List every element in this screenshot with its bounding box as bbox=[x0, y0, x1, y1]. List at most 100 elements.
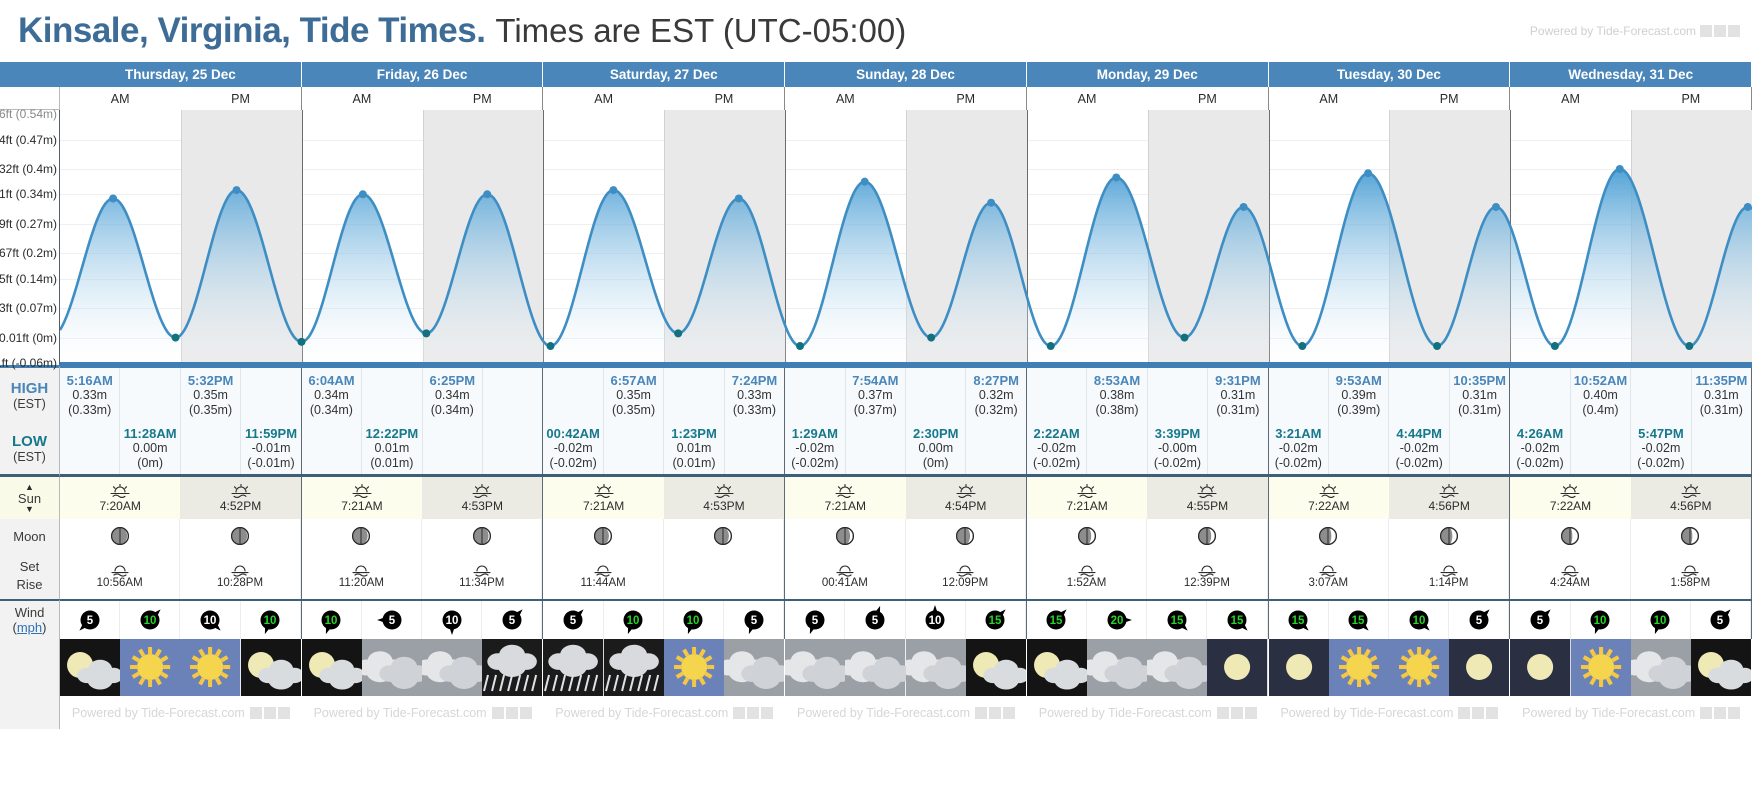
ampm-am-2: AM bbox=[543, 87, 664, 110]
wind-arrow-icon: 5 bbox=[1710, 609, 1732, 630]
ampm-am-0: AM bbox=[60, 87, 181, 110]
tide-day-5: 9:53AM 0.39m (0.39m) 10:35PM 0.31m (0.31m) bbox=[1268, 368, 1511, 422]
weather-cells bbox=[60, 639, 1752, 696]
weather-icon-night-clear bbox=[1268, 639, 1329, 696]
sunset-cell-4: 4:55PM bbox=[1147, 477, 1268, 519]
wind-arrow-icon: 5 bbox=[376, 610, 401, 630]
tide-extremum-point-19 bbox=[1298, 342, 1307, 351]
moon-phase-icon bbox=[472, 527, 491, 545]
half-day-divider-0 bbox=[180, 110, 182, 362]
weather-icon-cloudy bbox=[422, 639, 483, 696]
powered-by-text: Powered by Tide-Forecast.com bbox=[1529, 24, 1696, 38]
high-time: 6:25PM bbox=[429, 372, 476, 388]
wind-unit-link[interactable]: mph bbox=[16, 620, 43, 635]
high-cell-6-0 bbox=[1510, 368, 1571, 422]
high-cell-2-3: 7:24PM 0.33m (0.33m) bbox=[724, 368, 785, 422]
weather-day-6 bbox=[1510, 639, 1752, 696]
moonset-icon bbox=[1681, 565, 1699, 577]
corner-cell bbox=[0, 62, 60, 87]
watermark-box-icon bbox=[733, 706, 746, 719]
weather-cell-1-3 bbox=[482, 639, 543, 696]
tide-chart bbox=[60, 110, 1752, 365]
weather-icon-rain bbox=[603, 639, 664, 696]
high-height: 0.31m bbox=[1703, 387, 1739, 402]
moon-rise-cell-2: 11:44AM bbox=[543, 553, 664, 599]
high-time: 9:53AM bbox=[1335, 372, 1382, 388]
moon-rise-time: 1:52AM bbox=[1066, 576, 1107, 589]
footer-watermark-2: Powered by Tide-Forecast.com bbox=[543, 706, 785, 720]
moon-rise-text: Rise bbox=[16, 577, 43, 592]
sunrise-time: 7:21AM bbox=[1066, 498, 1108, 513]
wind-cell-1-1: 5 bbox=[361, 601, 423, 639]
moon-rise-cell-0: 10:56AM bbox=[60, 553, 181, 599]
watermark-box-icon bbox=[249, 706, 262, 719]
low-height-alt: (-0.02m) bbox=[1153, 455, 1202, 470]
moonrise-icon bbox=[111, 565, 129, 577]
weather-icon-sunny bbox=[663, 639, 724, 696]
wind-arrow-icon: 20 bbox=[1107, 610, 1132, 630]
footer-watermarks: Powered by Tide-Forecast.com Powered by T… bbox=[60, 696, 1752, 729]
wind-arrow-icon: 10 bbox=[200, 610, 221, 631]
low-cell-0-2 bbox=[180, 422, 242, 474]
low-height-alt: (-0.02m) bbox=[549, 455, 597, 470]
wind-cell-5-1: 15 bbox=[1328, 601, 1389, 639]
tide-day-6: 10:52AM 0.40m (0.4m) 11:35PM 0.31m (0.31m) bbox=[1510, 368, 1752, 422]
sunset-time: 4:53PM bbox=[461, 498, 503, 513]
ampm-am-5: AM bbox=[1268, 87, 1389, 110]
high-cell-3-2 bbox=[906, 368, 967, 422]
footer-watermark-6: Powered by Tide-Forecast.com bbox=[1510, 706, 1752, 720]
sunrise-time: 7:21AM bbox=[824, 498, 867, 513]
day-header-6: Wednesday, 31 Dec bbox=[1510, 62, 1752, 87]
wind-label-text: Wind bbox=[14, 605, 45, 620]
watermark-box-icon bbox=[1728, 25, 1740, 37]
page-title: Kinsale, Virginia, Tide Times. bbox=[18, 11, 486, 50]
footer-powered-text: Powered by Tide-Forecast.com bbox=[1038, 705, 1212, 720]
half-day-divider-2 bbox=[664, 110, 666, 362]
moon-day-0 bbox=[60, 519, 302, 553]
weather-cell-2-1 bbox=[603, 639, 664, 696]
weather-cell-3-3 bbox=[965, 639, 1026, 696]
wind-arrow-icon: 10 bbox=[623, 610, 643, 635]
high-height: 0.34m bbox=[314, 387, 349, 402]
high-cell-3-1: 7:54AM 0.37m (0.37m) bbox=[845, 368, 907, 422]
tide-table: Thursday, 25 Dec Friday, 26 Dec Saturday, … bbox=[0, 62, 1752, 729]
high-label-tz: (EST) bbox=[13, 396, 46, 411]
day-divider-5 bbox=[1268, 110, 1270, 362]
moon-phase-cell-6-0 bbox=[1510, 519, 1631, 553]
svg-text:10: 10 bbox=[264, 615, 277, 627]
wind-arrow-icon: 5 bbox=[1469, 609, 1490, 630]
footer-powered-text: Powered by Tide-Forecast.com bbox=[1280, 705, 1454, 720]
ampm-pm-5: PM bbox=[1388, 87, 1510, 110]
low-time: 12:22PM bbox=[365, 425, 419, 441]
weather-cell-0-2 bbox=[180, 639, 241, 696]
sunset-icon bbox=[714, 483, 734, 498]
wind-cell-0-2: 10 bbox=[180, 601, 241, 639]
moonset-icon bbox=[956, 565, 974, 577]
svg-text:10: 10 bbox=[1412, 615, 1425, 627]
sunset-icon bbox=[1681, 483, 1701, 498]
low-cell-4-1 bbox=[1087, 422, 1148, 474]
tide-extremum-point-17 bbox=[1180, 333, 1189, 342]
high-height-alt: (0.37m) bbox=[853, 402, 897, 417]
weather-icon-cloudy bbox=[1147, 639, 1208, 696]
tide-extremum-point-20 bbox=[1364, 169, 1373, 178]
svg-text:15: 15 bbox=[1352, 615, 1365, 627]
wind-cell-0-3: 10 bbox=[240, 601, 301, 639]
wind-arrow-icon: 5 bbox=[1530, 609, 1551, 630]
footer-watermark-4: Powered by Tide-Forecast.com bbox=[1027, 706, 1269, 720]
weather-cell-2-2 bbox=[663, 639, 724, 696]
high-cell-0-1 bbox=[120, 368, 181, 422]
wind-cell-3-3: 15 bbox=[965, 601, 1026, 639]
wind-cell-6-2: 10 bbox=[1630, 601, 1691, 639]
sunrise-cell-6: 7:22AM bbox=[1510, 477, 1631, 519]
day-header-1: Friday, 26 Dec bbox=[301, 62, 544, 87]
wind-cell-6-3: 5 bbox=[1690, 601, 1752, 639]
wind-arrow-icon: 15 bbox=[1288, 610, 1309, 631]
wind-cell-5-3: 5 bbox=[1449, 601, 1510, 639]
weather-cell-0-0 bbox=[60, 639, 121, 696]
high-height: 0.40m bbox=[1583, 387, 1618, 402]
weather-icon-rain bbox=[543, 639, 604, 696]
tide-extremum-point-18 bbox=[1239, 202, 1248, 211]
weather-cell-1-0 bbox=[301, 639, 362, 696]
weather-icon-cloudy bbox=[1630, 639, 1691, 696]
